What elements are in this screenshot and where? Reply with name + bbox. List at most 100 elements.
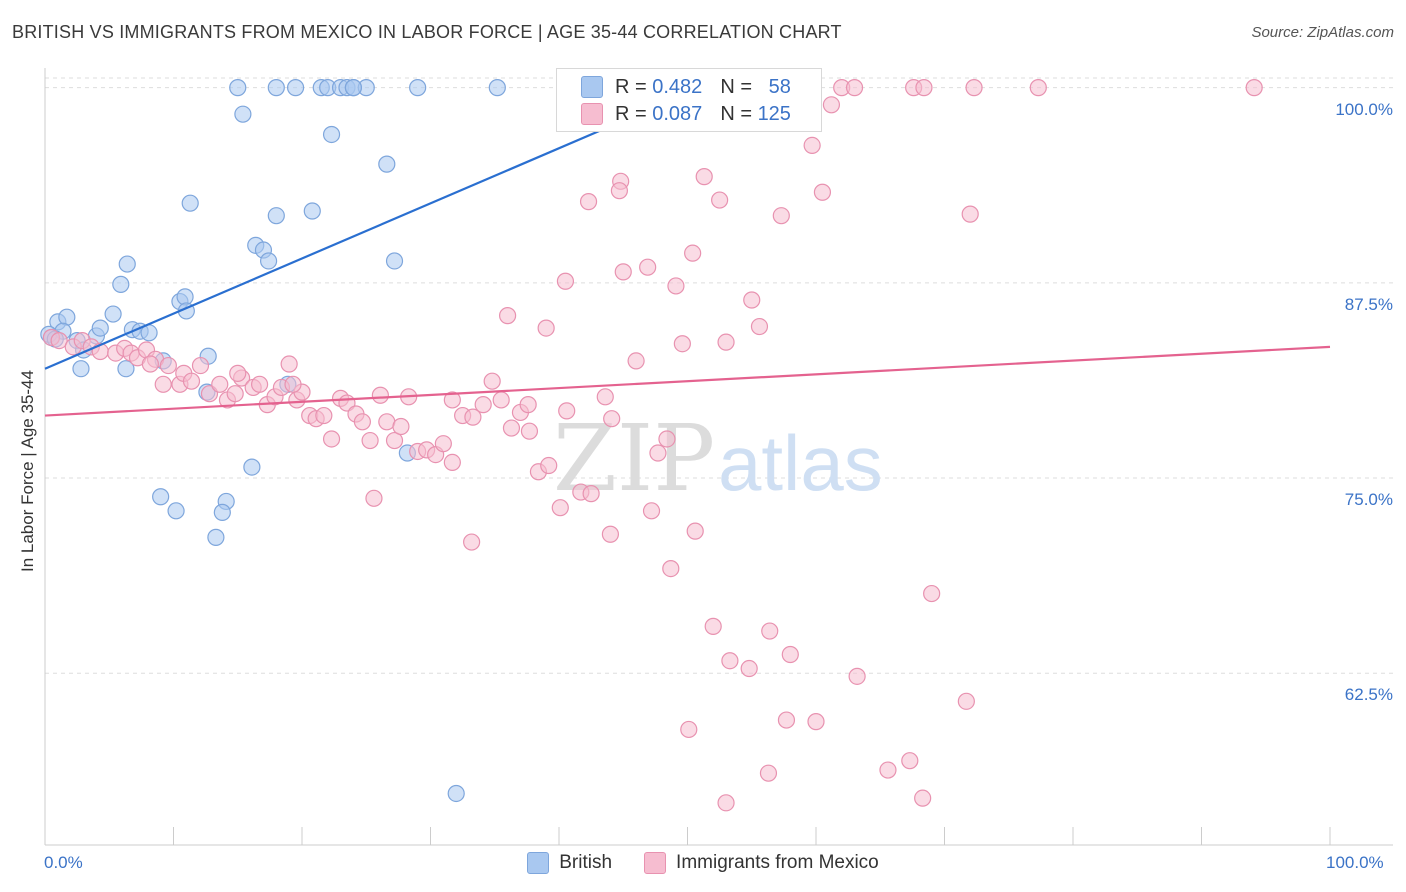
- mexico-point: [280, 355, 298, 373]
- mexico-point: [540, 456, 558, 475]
- mexico-point: [603, 410, 621, 428]
- x-tick-label-max: 100.0%: [1326, 853, 1384, 872]
- mexico-point: [680, 720, 698, 739]
- mexico-point: [556, 272, 575, 290]
- y-tick-label: 62.5%: [1344, 685, 1393, 705]
- y-tick-label: 75.0%: [1344, 490, 1393, 510]
- series-legend: British Immigrants from Mexico: [0, 852, 1406, 874]
- mexico-point: [582, 485, 600, 503]
- mexico-point: [614, 263, 632, 281]
- mexico-point: [159, 356, 177, 375]
- mexico-point: [673, 335, 691, 353]
- british-swatch: [581, 76, 603, 98]
- mexico-point: [361, 431, 379, 450]
- mexico-point: [743, 291, 761, 309]
- stats-legend: R = 0.482 N = 58 R = 0.087 N = 125: [556, 68, 822, 132]
- british-point: [91, 319, 109, 337]
- british-point: [243, 458, 261, 476]
- mexico-point: [923, 584, 941, 603]
- mexico-point: [957, 692, 975, 710]
- mexico-point: [662, 559, 680, 578]
- mexico-point: [845, 79, 864, 97]
- y-tick-label: 100.0%: [1335, 99, 1393, 119]
- mexico-point: [392, 417, 410, 436]
- british-point: [207, 528, 225, 546]
- mexico-point: [684, 244, 702, 262]
- axes: [44, 68, 1393, 846]
- mexico-point: [182, 372, 201, 390]
- mexico-point: [695, 168, 713, 186]
- mexico-point: [284, 375, 302, 393]
- mexico-point: [596, 388, 614, 406]
- mexico-point: [353, 413, 371, 431]
- mexico-point: [463, 533, 481, 551]
- mexico-point: [761, 622, 779, 640]
- mexico-point: [822, 96, 841, 114]
- mexico-point: [365, 489, 383, 507]
- mexico-point: [721, 652, 739, 670]
- watermark-atlas: atlas: [718, 419, 883, 507]
- mexico-point: [492, 391, 510, 409]
- mexico-point: [250, 375, 269, 393]
- mexico-swatch: [581, 103, 603, 125]
- legend-swatch-british: [527, 852, 550, 874]
- stats-row-mexico: R = 0.087 N = 125: [581, 102, 791, 126]
- british-point: [447, 784, 465, 803]
- british-point: [181, 194, 199, 212]
- watermark: ZIP atlas: [553, 405, 883, 512]
- british-point: [167, 502, 185, 520]
- chart-title: BRITISH VS IMMIGRANTS FROM MEXICO IN LAB…: [12, 22, 842, 42]
- mexico-point: [1029, 79, 1047, 97]
- mexico-point: [711, 191, 729, 209]
- british-point: [152, 488, 170, 506]
- mexico-points: [42, 79, 1263, 812]
- mexico-point: [464, 408, 482, 426]
- mexico-point: [901, 752, 919, 770]
- mexico-point: [141, 355, 159, 373]
- mexico-point: [807, 713, 825, 731]
- trend-lines: [44, 86, 1331, 417]
- mexico-point: [813, 183, 832, 201]
- british-point: [72, 360, 90, 378]
- mexico-point: [519, 396, 537, 414]
- british-point: [344, 79, 362, 97]
- mexico-point: [686, 522, 704, 540]
- british-point: [259, 252, 278, 270]
- mexico-point: [483, 372, 501, 390]
- mexico-point: [1245, 79, 1263, 97]
- mexico-point: [601, 525, 620, 543]
- mexico-point: [50, 331, 68, 350]
- british-n-value: 58: [768, 75, 791, 98]
- mexico-point: [961, 205, 979, 223]
- mexico-point: [717, 333, 735, 351]
- british-r-value: 0.482: [652, 75, 703, 98]
- mexico-point: [443, 391, 461, 409]
- mexico-point: [772, 207, 790, 225]
- mexico-point: [443, 453, 461, 472]
- british-point: [118, 255, 136, 273]
- mexico-point: [226, 385, 244, 403]
- mexico-point: [649, 444, 667, 462]
- mexico-point: [434, 435, 452, 453]
- mexico-point: [502, 419, 521, 437]
- mexico-point: [211, 375, 229, 393]
- british-point: [58, 308, 76, 326]
- mexico-point: [537, 319, 555, 337]
- mexico-point: [642, 502, 661, 520]
- mexico-point: [777, 711, 796, 729]
- mexico-r-value: 0.087: [652, 102, 703, 125]
- mexico-point: [315, 406, 333, 425]
- source-note: Source: ZipAtlas.com: [1251, 24, 1394, 41]
- mexico-trend-line: [44, 345, 1331, 417]
- x-tick-label-min: 0.0%: [44, 853, 83, 872]
- mexico-point: [229, 364, 247, 382]
- mexico-point: [558, 402, 576, 420]
- mexico-point: [914, 789, 932, 807]
- mexico-point: [759, 764, 778, 782]
- stats-row-british: R = 0.482 N = 58: [581, 75, 791, 99]
- mexico-point: [474, 396, 492, 414]
- british-point: [385, 252, 404, 270]
- mexico-point: [740, 659, 758, 678]
- legend-swatch-mexico: [644, 852, 667, 874]
